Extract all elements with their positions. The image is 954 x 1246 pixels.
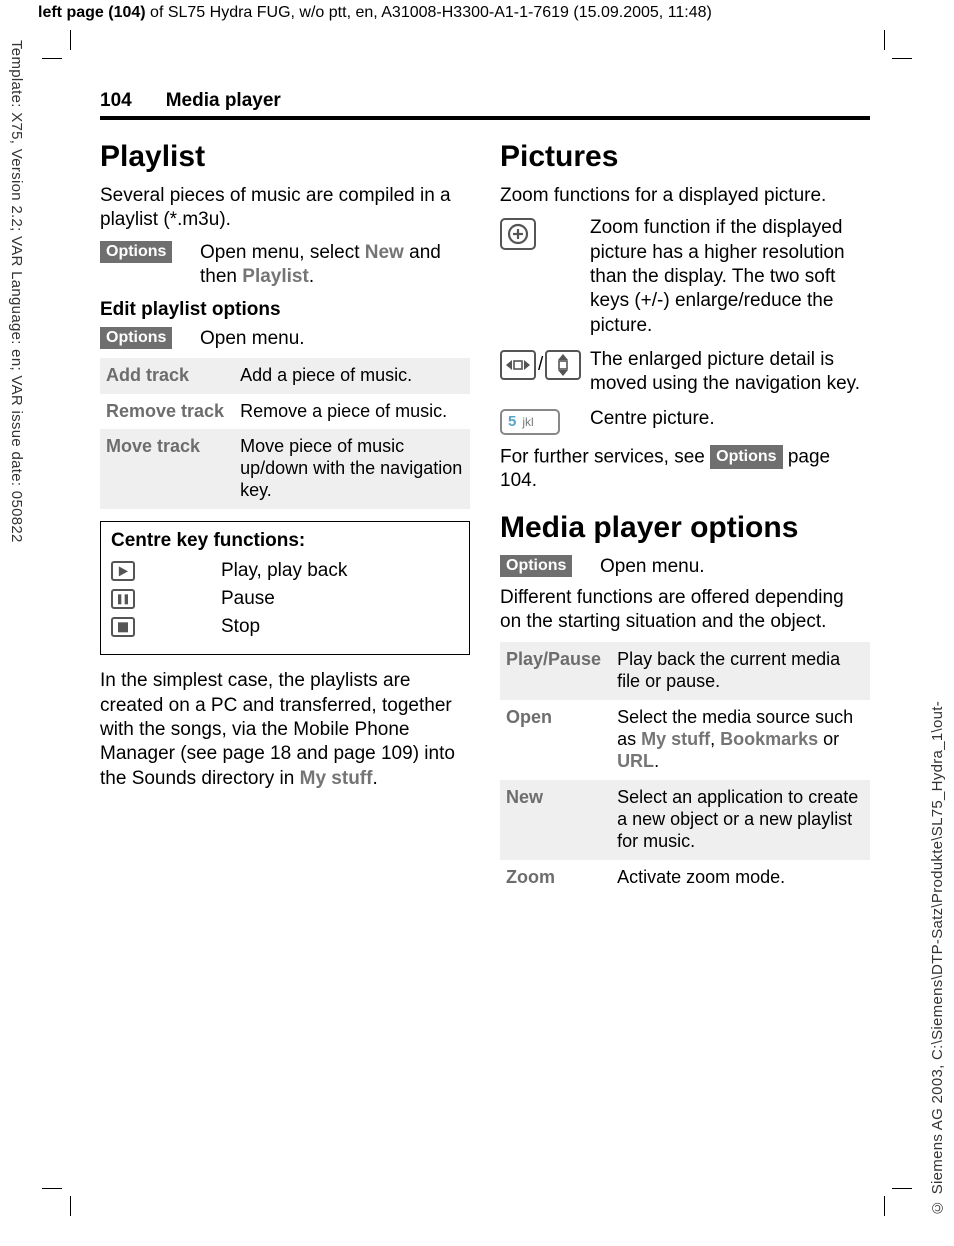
- centre-pic-desc: Centre picture.: [590, 407, 870, 435]
- opt-val: Activate zoom mode.: [611, 860, 870, 896]
- right-column: Pictures Zoom functions for a displayed …: [500, 140, 870, 908]
- opt-val: Play back the current media file or paus…: [611, 642, 870, 700]
- options-desc: Open menu, select New and then Playlist.: [200, 241, 470, 290]
- opt-val: Select the media source such as My stuff…: [611, 700, 870, 780]
- playlist-intro: Several pieces of music are compiled in …: [100, 184, 470, 233]
- opt-key: Remove track: [100, 394, 234, 430]
- table-row: Add track Add a piece of music.: [100, 358, 470, 394]
- table-row: Zoom Activate zoom mode.: [500, 860, 870, 896]
- opt-key: New: [500, 780, 611, 860]
- crop-mark: [42, 58, 62, 59]
- pause-icon: [111, 589, 135, 609]
- crop-mark: [884, 1196, 885, 1216]
- nav-desc: The enlarged picture detail is moved usi…: [590, 348, 870, 397]
- playlist-footer-para: In the simplest case, the playlists are …: [100, 669, 470, 791]
- nav-horizontal-icon: [500, 350, 536, 380]
- zoom-desc: Zoom function if the displayed picture h…: [590, 216, 870, 338]
- further-services: For further services, see Options page 1…: [500, 445, 870, 494]
- zoom-in-icon: [500, 218, 536, 250]
- key-5-icon: 5 jkl: [500, 409, 560, 435]
- right-margin-note: © Siemens AG 2003, C:\Siemens\DTP-Satz\P…: [929, 701, 946, 1216]
- options-desc-2: Open menu.: [200, 327, 470, 351]
- options-row: Options Open menu, select New and then P…: [100, 241, 470, 290]
- page-header: 104 Media player: [100, 90, 870, 120]
- options-row-3: Options Open menu.: [500, 555, 870, 579]
- mp-options-table: Play/Pause Play back the current media f…: [500, 642, 870, 896]
- slash: /: [538, 354, 543, 375]
- centre-pic-row: 5 jkl Centre picture.: [500, 407, 870, 435]
- page-number: 104: [100, 90, 132, 112]
- centre-key-heading: Centre key functions:: [111, 530, 459, 552]
- opt-val: Remove a piece of music.: [234, 394, 470, 430]
- crop-mark: [42, 1188, 62, 1189]
- page-body: 104 Media player Playlist Several pieces…: [100, 90, 870, 908]
- opt-key: Open: [500, 700, 611, 780]
- centre-key-label: Stop: [221, 616, 260, 638]
- crop-mark: [884, 30, 885, 50]
- stop-icon: [111, 617, 135, 637]
- playlist-options-table: Add track Add a piece of music. Remove t…: [100, 358, 470, 510]
- mp-intro: Different functions are offered dependin…: [500, 586, 870, 635]
- options-row-2: Options Open menu.: [100, 327, 470, 351]
- source-header: left page (104) of SL75 Hydra FUG, w/o p…: [38, 0, 954, 26]
- source-header-rest: of SL75 Hydra FUG, w/o ptt, en, A31008-H…: [146, 4, 712, 21]
- opt-key: Play/Pause: [500, 642, 611, 700]
- centre-key-row: Stop: [111, 616, 459, 638]
- opt-key: Add track: [100, 358, 234, 394]
- opt-val: Add a piece of music.: [234, 358, 470, 394]
- options-badge: Options: [710, 445, 782, 469]
- centre-key-box: Centre key functions: Play, play back: [100, 521, 470, 655]
- table-row: New Select an application to create a ne…: [500, 780, 870, 860]
- options-badge: Options: [100, 327, 172, 349]
- options-badge: Options: [500, 555, 572, 577]
- opt-val: Select an application to create a new ob…: [611, 780, 870, 860]
- table-row: Move track Move piece of music up/down w…: [100, 429, 470, 509]
- left-margin-note: Template: X75, Version 2.2; VAR Language…: [8, 40, 25, 543]
- play-icon: [111, 561, 135, 581]
- opt-key: Move track: [100, 429, 234, 509]
- pictures-heading: Pictures: [500, 140, 870, 174]
- options-badge: Options: [100, 241, 172, 263]
- options-desc-3: Open menu.: [600, 555, 870, 579]
- centre-key-row: Pause: [111, 588, 459, 610]
- table-row: Remove track Remove a piece of music.: [100, 394, 470, 430]
- centre-key-label: Play, play back: [221, 560, 347, 582]
- zoom-row: Zoom function if the displayed picture h…: [500, 216, 870, 338]
- opt-val: Move piece of music up/down with the nav…: [234, 429, 470, 509]
- crop-mark: [70, 30, 71, 50]
- crop-mark: [892, 1188, 912, 1189]
- source-header-bold: left page (104): [38, 4, 146, 21]
- crop-mark: [70, 1196, 71, 1216]
- centre-key-row: Play, play back: [111, 560, 459, 582]
- left-column: Playlist Several pieces of music are com…: [100, 140, 470, 908]
- centre-key-label: Pause: [221, 588, 275, 610]
- pictures-intro: Zoom functions for a displayed picture.: [500, 184, 870, 208]
- nav-row: / The enlarged picture detail is moved u…: [500, 348, 870, 397]
- edit-playlist-heading: Edit playlist options: [100, 299, 470, 321]
- nav-vertical-icon: [545, 350, 581, 380]
- playlist-heading: Playlist: [100, 140, 470, 174]
- crop-mark: [892, 58, 912, 59]
- opt-key: Zoom: [500, 860, 611, 896]
- mp-options-heading: Media player options: [500, 511, 870, 545]
- table-row: Play/Pause Play back the current media f…: [500, 642, 870, 700]
- page-section-title: Media player: [166, 90, 281, 112]
- table-row: Open Select the media source such as My …: [500, 700, 870, 780]
